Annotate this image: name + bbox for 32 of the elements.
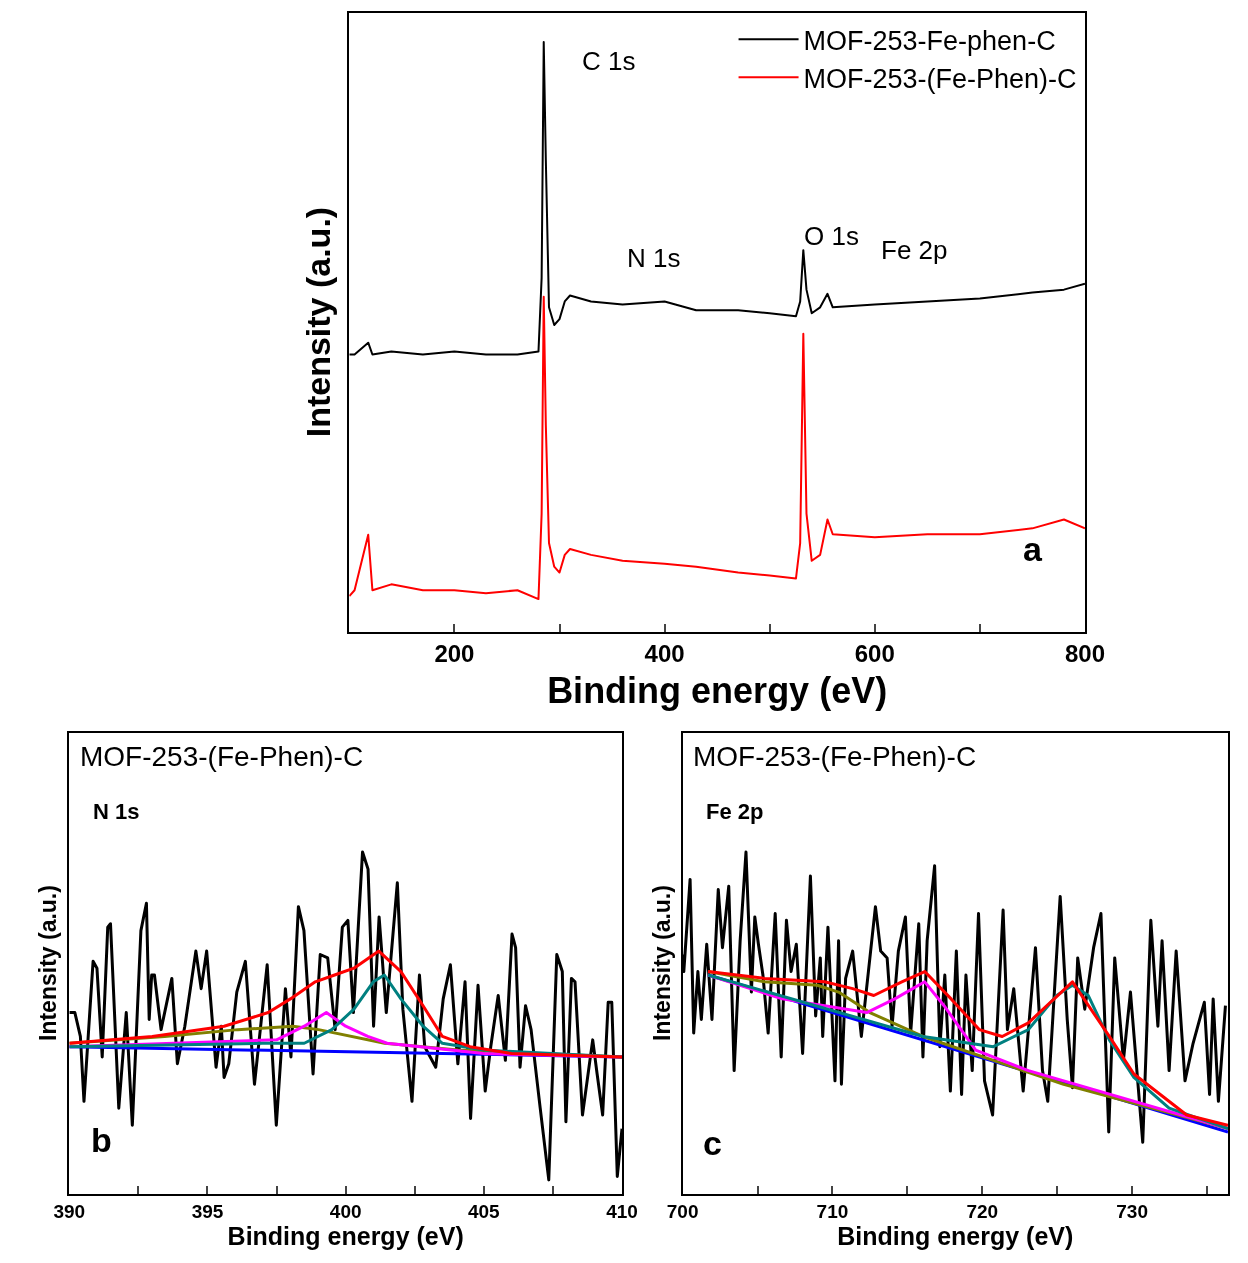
annotation: Fe 2p <box>881 235 948 265</box>
x-tick-label: 710 <box>816 1201 849 1223</box>
x-tick-label: 600 <box>854 640 895 668</box>
x-axis-title: Binding energy (eV) <box>837 1222 1074 1251</box>
x-axis-title: Binding energy (eV) <box>547 670 888 712</box>
x-tick-label: 410 <box>606 1201 638 1223</box>
x-tick-label: 700 <box>666 1201 699 1223</box>
x-tick-label: 405 <box>467 1201 501 1223</box>
x-tick-label: 400 <box>329 1201 362 1223</box>
annotation: c <box>703 1124 722 1162</box>
annotation: C 1s <box>582 46 636 76</box>
x-tick-label: 800 <box>1064 640 1105 668</box>
x-tick-label: 720 <box>966 1201 999 1223</box>
x-axis-title: Binding energy (eV) <box>227 1222 464 1251</box>
chart-subtitle: Fe 2p <box>706 799 764 824</box>
legend-label: MOF-253-(Fe-Phen)-C <box>803 63 1077 94</box>
x-tick-label: 730 <box>1116 1201 1148 1223</box>
annotation: N 1s <box>627 243 681 273</box>
x-tick-label: 390 <box>53 1201 86 1223</box>
x-tick-label: 395 <box>191 1201 224 1223</box>
chart-title: MOF-253-(Fe-Phen)-C <box>693 741 977 772</box>
y-axis-title: Intensity (a.u.) <box>35 885 62 1041</box>
chart-title: MOF-253-(Fe-Phen)-C <box>80 741 364 772</box>
chart-subtitle: N 1s <box>93 799 140 824</box>
annotation: b <box>91 1121 112 1159</box>
y-axis-title: Intensity (a.u.) <box>299 206 338 438</box>
legend-label: MOF-253-Fe-phen-C <box>803 25 1056 56</box>
annotation: a <box>1023 530 1043 568</box>
annotation: O 1s <box>804 221 859 251</box>
x-tick-label: 400 <box>644 640 685 668</box>
y-axis-title: Intensity (a.u.) <box>648 885 675 1041</box>
x-tick-label: 200 <box>434 640 475 668</box>
